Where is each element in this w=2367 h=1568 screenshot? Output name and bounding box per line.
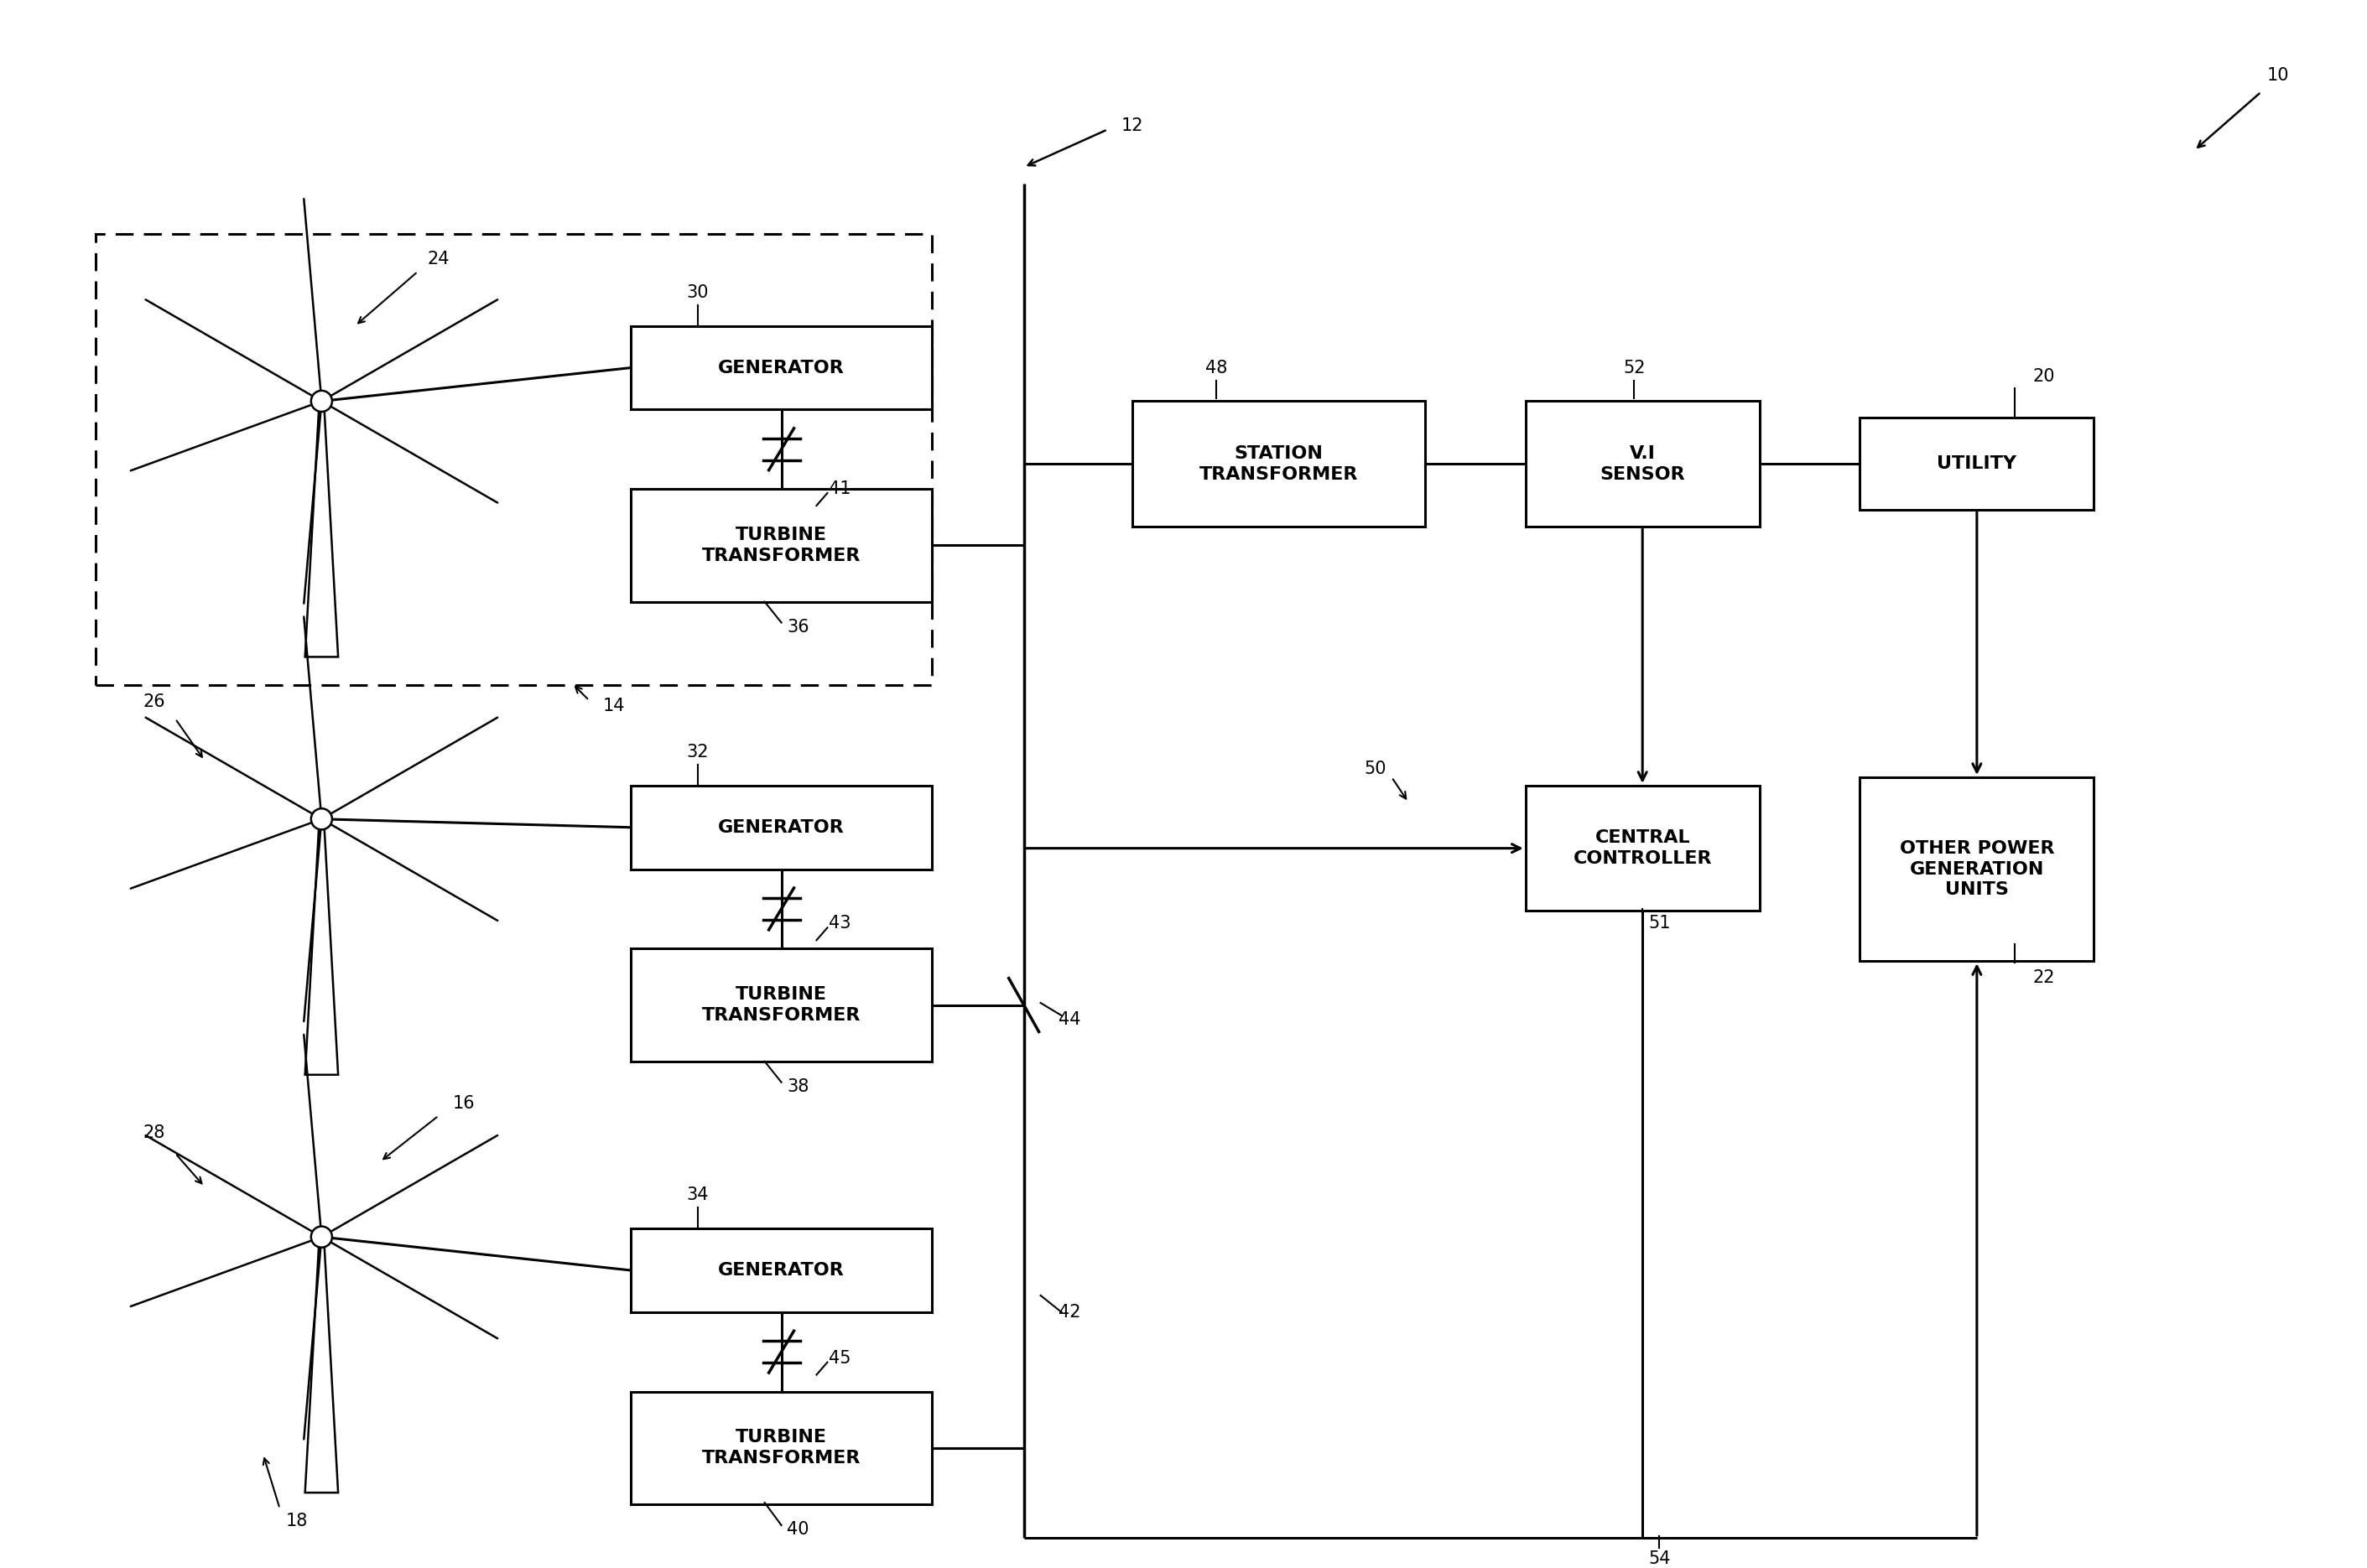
Circle shape	[310, 809, 331, 829]
Text: 44: 44	[1058, 1011, 1082, 1029]
Text: OTHER POWER
GENERATION
UNITS: OTHER POWER GENERATION UNITS	[1898, 840, 2055, 898]
Text: STATION
TRANSFORMER: STATION TRANSFORMER	[1200, 445, 1359, 483]
Text: 10: 10	[2268, 67, 2289, 83]
FancyBboxPatch shape	[1524, 786, 1759, 911]
Text: 45: 45	[828, 1350, 852, 1366]
Text: CENTRAL
CONTROLLER: CENTRAL CONTROLLER	[1574, 829, 1711, 867]
Text: 18: 18	[286, 1513, 308, 1529]
Text: 40: 40	[786, 1521, 810, 1538]
FancyBboxPatch shape	[632, 949, 933, 1062]
Text: 54: 54	[1647, 1551, 1671, 1566]
Text: TURBINE
TRANSFORMER: TURBINE TRANSFORMER	[703, 986, 862, 1024]
Text: GENERATOR: GENERATOR	[717, 359, 845, 376]
Text: 20: 20	[2033, 368, 2055, 384]
Text: 32: 32	[686, 743, 708, 760]
FancyBboxPatch shape	[1860, 778, 2095, 961]
Text: GENERATOR: GENERATOR	[717, 818, 845, 836]
Text: 22: 22	[2033, 969, 2055, 986]
Text: 26: 26	[144, 693, 166, 710]
Text: 28: 28	[144, 1124, 166, 1142]
FancyBboxPatch shape	[632, 326, 933, 409]
Polygon shape	[305, 401, 338, 657]
FancyBboxPatch shape	[1860, 419, 2095, 510]
Polygon shape	[305, 1237, 338, 1493]
Polygon shape	[305, 818, 338, 1074]
Text: 42: 42	[1058, 1303, 1082, 1320]
Text: TURBINE
TRANSFORMER: TURBINE TRANSFORMER	[703, 1428, 862, 1466]
Text: 24: 24	[428, 251, 450, 268]
Text: 34: 34	[686, 1187, 708, 1204]
FancyBboxPatch shape	[1524, 401, 1759, 527]
FancyBboxPatch shape	[1131, 401, 1425, 527]
Text: GENERATOR: GENERATOR	[717, 1262, 845, 1279]
Text: 30: 30	[686, 284, 708, 301]
FancyBboxPatch shape	[632, 489, 933, 602]
Text: 41: 41	[828, 480, 852, 497]
Text: 52: 52	[1624, 359, 1645, 376]
FancyBboxPatch shape	[632, 786, 933, 869]
Text: V.I
SENSOR: V.I SENSOR	[1600, 445, 1685, 483]
Text: 50: 50	[1363, 760, 1387, 778]
Circle shape	[310, 1226, 331, 1248]
Text: UTILITY: UTILITY	[1936, 455, 2017, 472]
Text: 51: 51	[1647, 916, 1671, 931]
Text: 12: 12	[1122, 118, 1143, 133]
Text: 14: 14	[604, 698, 625, 715]
Circle shape	[310, 390, 331, 412]
FancyBboxPatch shape	[632, 1229, 933, 1312]
Text: 38: 38	[788, 1079, 810, 1094]
Text: 36: 36	[786, 618, 810, 635]
Text: 16: 16	[452, 1094, 476, 1112]
Text: 43: 43	[828, 916, 852, 931]
Text: 48: 48	[1205, 359, 1226, 376]
Text: TURBINE
TRANSFORMER: TURBINE TRANSFORMER	[703, 527, 862, 564]
FancyBboxPatch shape	[632, 1391, 933, 1504]
